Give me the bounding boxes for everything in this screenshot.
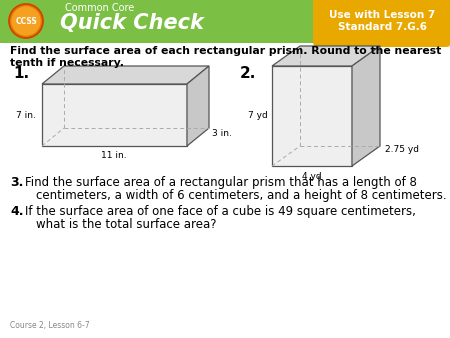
- Text: 1.: 1.: [13, 66, 29, 81]
- Text: Quick Check: Quick Check: [60, 13, 204, 33]
- Polygon shape: [187, 66, 209, 146]
- Text: Standard 7.G.6: Standard 7.G.6: [338, 22, 427, 32]
- FancyBboxPatch shape: [313, 0, 450, 47]
- Text: Common Core: Common Core: [65, 3, 134, 13]
- Text: Use with Lesson 7: Use with Lesson 7: [329, 10, 435, 20]
- Text: Course 2, Lesson 6-7: Course 2, Lesson 6-7: [10, 321, 90, 330]
- Text: 3.: 3.: [10, 176, 23, 189]
- Text: 3 in.: 3 in.: [212, 128, 232, 138]
- Text: Find the surface area of each rectangular prism. Round to the nearest: Find the surface area of each rectangula…: [10, 46, 441, 56]
- FancyBboxPatch shape: [0, 0, 450, 43]
- Text: 4 yd: 4 yd: [302, 172, 322, 181]
- Polygon shape: [272, 46, 380, 66]
- Polygon shape: [42, 84, 187, 146]
- Circle shape: [12, 7, 40, 35]
- Text: 2.75 yd: 2.75 yd: [385, 145, 419, 154]
- Text: 2.: 2.: [240, 66, 256, 81]
- Polygon shape: [272, 66, 352, 166]
- Text: 7 yd: 7 yd: [248, 112, 268, 121]
- Circle shape: [9, 4, 43, 38]
- Text: tenth if necessary.: tenth if necessary.: [10, 58, 124, 68]
- Polygon shape: [42, 66, 209, 84]
- Text: 4.: 4.: [10, 205, 23, 218]
- Text: 11 in.: 11 in.: [101, 151, 127, 160]
- Text: Find the surface area of a rectangular prism that has a length of 8: Find the surface area of a rectangular p…: [25, 176, 417, 189]
- Text: what is the total surface area?: what is the total surface area?: [36, 218, 216, 231]
- Text: 7 in.: 7 in.: [16, 111, 36, 120]
- Text: CCSS: CCSS: [15, 17, 37, 25]
- Text: centimeters, a width of 6 centimeters, and a height of 8 centimeters.: centimeters, a width of 6 centimeters, a…: [36, 189, 446, 202]
- Polygon shape: [352, 46, 380, 166]
- Text: If the surface area of one face of a cube is 49 square centimeters,: If the surface area of one face of a cub…: [25, 205, 416, 218]
